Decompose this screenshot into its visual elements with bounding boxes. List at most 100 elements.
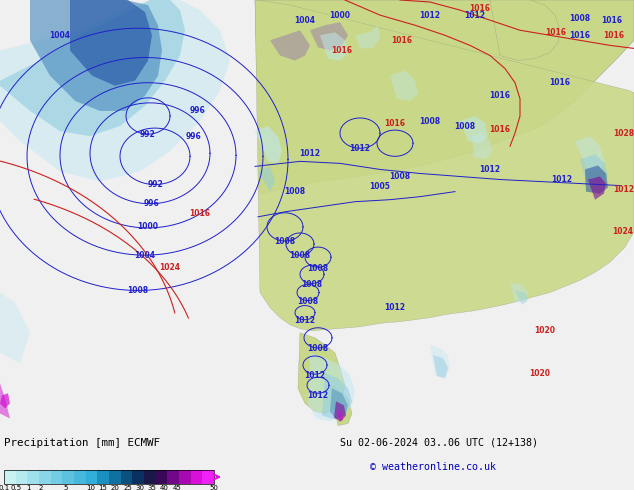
Text: 1016: 1016 bbox=[602, 16, 623, 24]
Polygon shape bbox=[334, 401, 346, 421]
Text: 1020: 1020 bbox=[529, 368, 550, 378]
Polygon shape bbox=[588, 176, 606, 200]
Text: 1008: 1008 bbox=[297, 297, 318, 306]
Bar bbox=[133, 470, 144, 484]
Polygon shape bbox=[510, 282, 528, 302]
Text: 1000: 1000 bbox=[138, 222, 158, 231]
Text: 1016: 1016 bbox=[470, 3, 491, 13]
Polygon shape bbox=[0, 393, 10, 409]
Polygon shape bbox=[0, 0, 185, 136]
Text: 1012: 1012 bbox=[420, 11, 441, 20]
Text: 1016: 1016 bbox=[392, 36, 413, 45]
Bar bbox=[51, 470, 62, 484]
Polygon shape bbox=[355, 25, 380, 49]
Text: 1: 1 bbox=[27, 485, 31, 490]
Text: 1008: 1008 bbox=[285, 187, 306, 196]
Text: 35: 35 bbox=[148, 485, 157, 490]
Polygon shape bbox=[255, 0, 634, 194]
Text: 1008: 1008 bbox=[307, 344, 328, 353]
Polygon shape bbox=[390, 71, 418, 101]
Text: 996: 996 bbox=[189, 106, 205, 116]
Text: 30: 30 bbox=[136, 485, 145, 490]
Text: 1012: 1012 bbox=[295, 316, 316, 325]
Bar bbox=[109, 470, 120, 484]
Text: 1016: 1016 bbox=[489, 91, 510, 100]
Text: 1012: 1012 bbox=[299, 149, 321, 158]
Polygon shape bbox=[575, 136, 605, 171]
Text: 1016: 1016 bbox=[190, 209, 210, 219]
Text: 992: 992 bbox=[147, 180, 163, 189]
Text: 25: 25 bbox=[123, 485, 132, 490]
Bar bbox=[179, 470, 191, 484]
Polygon shape bbox=[330, 388, 348, 419]
Text: 1008: 1008 bbox=[301, 280, 323, 289]
Text: 1008: 1008 bbox=[290, 251, 311, 260]
Bar bbox=[202, 470, 214, 484]
Text: 1012: 1012 bbox=[304, 370, 325, 380]
Text: 15: 15 bbox=[98, 485, 107, 490]
Polygon shape bbox=[255, 0, 634, 331]
Text: 992: 992 bbox=[140, 130, 156, 139]
Text: 996: 996 bbox=[144, 199, 160, 208]
Text: Precipitation [mm] ECMWF: Precipitation [mm] ECMWF bbox=[4, 438, 160, 448]
Text: 1008: 1008 bbox=[569, 14, 590, 23]
Text: 1012: 1012 bbox=[349, 144, 370, 153]
Text: 1012: 1012 bbox=[307, 391, 328, 400]
Text: 996: 996 bbox=[185, 132, 201, 141]
Text: 1004: 1004 bbox=[134, 251, 155, 260]
Polygon shape bbox=[320, 32, 348, 60]
Text: 1008: 1008 bbox=[455, 122, 476, 130]
Polygon shape bbox=[433, 355, 448, 378]
Bar bbox=[74, 470, 86, 484]
Text: 1008: 1008 bbox=[127, 286, 148, 295]
Text: 0.5: 0.5 bbox=[11, 485, 22, 490]
Polygon shape bbox=[580, 154, 608, 184]
Bar bbox=[62, 470, 74, 484]
Text: 1004: 1004 bbox=[295, 16, 316, 24]
Polygon shape bbox=[30, 0, 162, 111]
Text: 1012: 1012 bbox=[384, 303, 406, 312]
Text: 1012: 1012 bbox=[479, 165, 500, 174]
Text: 1008: 1008 bbox=[307, 264, 328, 273]
Text: 20: 20 bbox=[111, 485, 120, 490]
Text: 1000: 1000 bbox=[330, 11, 351, 20]
Text: 1008: 1008 bbox=[420, 117, 441, 125]
Text: 1012: 1012 bbox=[614, 185, 634, 194]
Bar bbox=[156, 470, 167, 484]
Polygon shape bbox=[585, 166, 608, 194]
Text: 1028: 1028 bbox=[614, 128, 634, 138]
Text: 1008: 1008 bbox=[389, 172, 411, 181]
Text: 1016: 1016 bbox=[332, 46, 353, 55]
Text: 1005: 1005 bbox=[370, 182, 391, 191]
Bar bbox=[27, 470, 39, 484]
Polygon shape bbox=[515, 291, 528, 305]
Bar bbox=[144, 470, 156, 484]
Text: 1016: 1016 bbox=[569, 31, 590, 40]
Text: 2: 2 bbox=[39, 485, 43, 490]
Polygon shape bbox=[0, 293, 30, 363]
Text: 45: 45 bbox=[172, 485, 181, 490]
Polygon shape bbox=[70, 0, 152, 86]
Polygon shape bbox=[298, 333, 345, 414]
Polygon shape bbox=[430, 345, 450, 378]
Text: 1016: 1016 bbox=[489, 124, 510, 134]
Text: 1012: 1012 bbox=[465, 11, 486, 20]
Polygon shape bbox=[338, 410, 343, 421]
Bar bbox=[167, 470, 179, 484]
Bar bbox=[191, 470, 202, 484]
Text: 10: 10 bbox=[86, 485, 95, 490]
Polygon shape bbox=[0, 0, 230, 181]
Text: 1016: 1016 bbox=[550, 78, 571, 87]
Text: 1020: 1020 bbox=[534, 326, 555, 335]
Polygon shape bbox=[0, 383, 10, 418]
Bar bbox=[39, 470, 51, 484]
Text: © weatheronline.co.uk: © weatheronline.co.uk bbox=[370, 462, 496, 472]
Bar bbox=[98, 470, 109, 484]
Polygon shape bbox=[330, 385, 352, 426]
Polygon shape bbox=[270, 30, 310, 60]
Text: 1012: 1012 bbox=[552, 175, 573, 184]
Bar bbox=[120, 470, 133, 484]
Polygon shape bbox=[308, 353, 355, 421]
Polygon shape bbox=[490, 0, 560, 60]
Polygon shape bbox=[472, 133, 492, 159]
